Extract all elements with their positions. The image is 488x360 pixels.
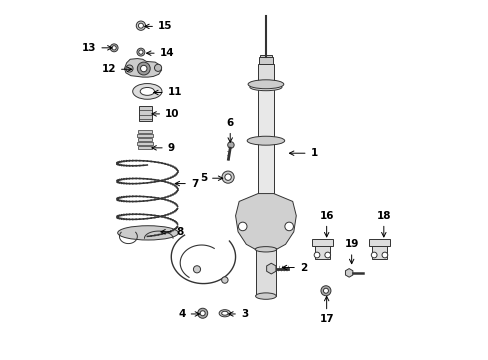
Text: 9: 9 bbox=[152, 143, 175, 153]
Polygon shape bbox=[266, 263, 275, 274]
Circle shape bbox=[137, 48, 144, 56]
Bar bbox=[255, 248, 275, 296]
Circle shape bbox=[193, 266, 200, 273]
Circle shape bbox=[137, 62, 150, 75]
Circle shape bbox=[381, 252, 387, 258]
Ellipse shape bbox=[249, 84, 282, 91]
Ellipse shape bbox=[247, 80, 283, 89]
Circle shape bbox=[320, 286, 330, 296]
Text: 2: 2 bbox=[282, 262, 306, 273]
Circle shape bbox=[323, 288, 328, 293]
Bar bbox=[260, 55, 271, 59]
Circle shape bbox=[200, 311, 205, 316]
Circle shape bbox=[238, 222, 246, 231]
Text: 15: 15 bbox=[144, 21, 172, 31]
Text: 18: 18 bbox=[376, 211, 390, 237]
Bar bbox=[137, 142, 153, 145]
Text: 10: 10 bbox=[152, 109, 179, 119]
Circle shape bbox=[313, 252, 319, 258]
Bar bbox=[139, 106, 152, 121]
Text: 11: 11 bbox=[153, 87, 182, 98]
Bar bbox=[314, 241, 329, 258]
Circle shape bbox=[285, 222, 293, 231]
Circle shape bbox=[324, 252, 330, 258]
Bar bbox=[138, 130, 152, 133]
Bar bbox=[368, 239, 389, 246]
Bar bbox=[138, 146, 152, 149]
Circle shape bbox=[125, 65, 133, 72]
Text: 17: 17 bbox=[319, 296, 333, 324]
Polygon shape bbox=[345, 269, 352, 277]
Circle shape bbox=[224, 174, 231, 180]
Text: 19: 19 bbox=[344, 239, 358, 264]
Text: 14: 14 bbox=[146, 48, 174, 58]
Circle shape bbox=[112, 46, 116, 50]
Text: 7: 7 bbox=[175, 179, 198, 189]
Bar bbox=[137, 134, 153, 137]
Text: 1: 1 bbox=[289, 148, 317, 158]
Ellipse shape bbox=[132, 84, 162, 99]
Circle shape bbox=[154, 64, 162, 71]
Ellipse shape bbox=[255, 247, 276, 252]
Text: 12: 12 bbox=[102, 64, 131, 74]
Text: 16: 16 bbox=[319, 211, 333, 237]
Circle shape bbox=[138, 23, 143, 28]
Ellipse shape bbox=[118, 226, 178, 240]
Bar bbox=[311, 239, 332, 246]
Bar bbox=[371, 241, 386, 258]
Circle shape bbox=[140, 65, 147, 72]
Circle shape bbox=[197, 308, 207, 318]
Ellipse shape bbox=[221, 311, 227, 315]
Circle shape bbox=[136, 21, 145, 30]
Text: 3: 3 bbox=[228, 309, 247, 319]
Text: 6: 6 bbox=[226, 118, 233, 142]
Circle shape bbox=[139, 50, 143, 54]
Circle shape bbox=[222, 171, 234, 183]
Text: 4: 4 bbox=[178, 309, 199, 319]
Circle shape bbox=[110, 44, 118, 52]
Bar bbox=[258, 84, 273, 194]
Text: 8: 8 bbox=[161, 227, 183, 237]
Circle shape bbox=[370, 252, 376, 258]
Polygon shape bbox=[235, 194, 296, 249]
Text: 5: 5 bbox=[200, 173, 223, 183]
Text: 13: 13 bbox=[81, 43, 112, 53]
Ellipse shape bbox=[255, 293, 276, 299]
Circle shape bbox=[227, 142, 234, 148]
Bar bbox=[138, 138, 152, 141]
Ellipse shape bbox=[246, 136, 284, 145]
Circle shape bbox=[221, 277, 227, 283]
Polygon shape bbox=[124, 59, 162, 77]
Ellipse shape bbox=[219, 310, 230, 317]
Bar bbox=[258, 64, 273, 84]
Bar bbox=[258, 58, 272, 64]
Ellipse shape bbox=[140, 87, 154, 95]
